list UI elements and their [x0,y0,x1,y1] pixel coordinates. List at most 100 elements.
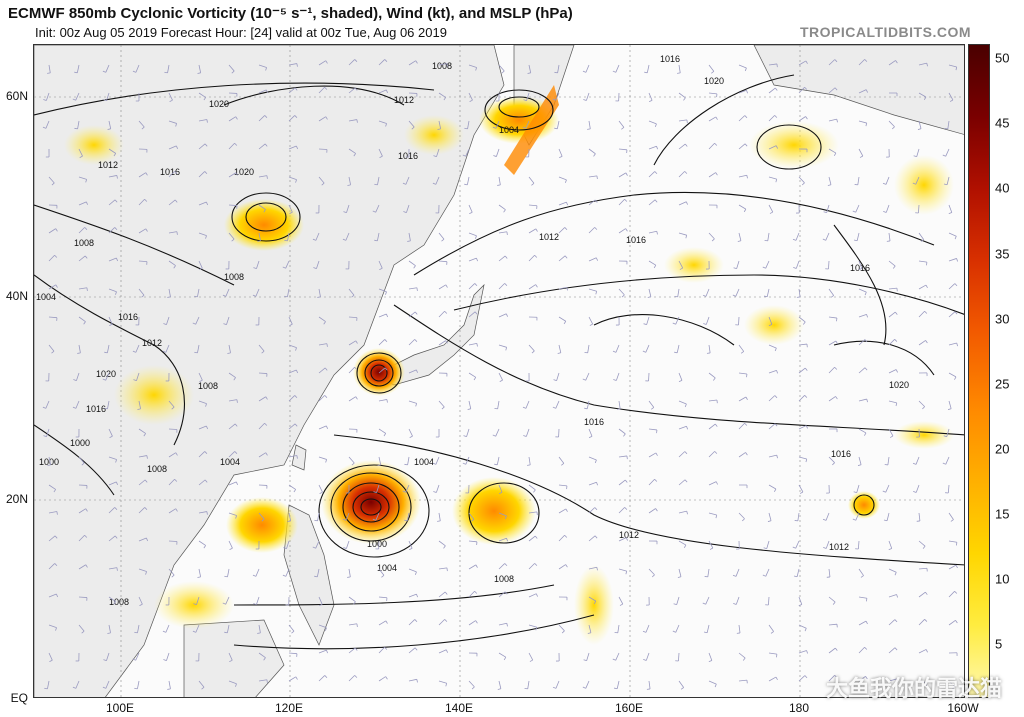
wind-barb [738,372,747,375]
wind-barb [48,316,58,319]
wind-barb-flag [192,630,197,633]
wind-barb [318,675,326,682]
wind-barb [468,512,475,520]
wind-barb-flag [444,591,448,595]
wind-barb-flag [744,422,748,426]
wind-barb-flag [347,184,351,186]
wind-barb [556,372,560,381]
wind-barb-flag [343,211,347,213]
wind-barb [738,204,747,210]
wind-barb-flag [206,511,208,515]
wind-barb-flag [162,350,167,353]
wind-barb [828,59,836,66]
taiwan [291,444,307,471]
wind-barb [48,254,55,262]
wind-barb-flag [612,350,617,353]
wind-barb [198,119,207,122]
wind-barb [435,456,440,465]
wind-barb-flag [679,267,683,270]
wind-barb-flag [595,291,598,295]
wind-barb [858,89,867,94]
wind-barb [76,64,80,73]
wind-barb-flag [864,59,868,62]
wind-barb-flag [464,127,468,130]
wind-barb-flag [584,351,588,354]
wind-barb [316,568,320,577]
wind-barb [888,260,896,267]
wind-barb [405,176,410,185]
wind-barb [555,400,560,409]
wind-barb-flag [293,489,297,493]
wind-barb [588,148,596,155]
wind-barb [136,372,140,381]
wind-barb [768,676,777,682]
isobar-label: 1016 [626,235,646,245]
wind-barb-flag [889,435,894,438]
wind-barb-flag [836,119,838,123]
isobar-label: 1016 [660,54,680,64]
wind-barb [708,372,716,379]
wind-barb-flag [265,452,268,456]
wind-barb-flag [674,351,678,354]
wind-barb [228,481,237,486]
wind-barb-flag [534,254,538,258]
wind-barb [78,255,86,262]
wind-barb-flag [231,238,235,242]
wind-barb-flag [522,406,527,409]
wind-barb [285,260,290,269]
wind-barb [78,148,83,157]
wind-barb [948,232,957,237]
wind-barb-flag [522,126,526,129]
wind-barb [648,428,657,431]
wind-barb-flag [642,350,646,353]
wind-barb [858,428,867,434]
wind-barb [678,64,681,73]
wind-barb [137,624,140,633]
wind-barb-flag [407,240,411,242]
wind-barb-flag [506,623,508,627]
wind-barb-flag [433,155,437,157]
wind-barb [258,232,261,241]
wind-barb-flag [894,647,898,651]
wind-barb-flag [84,227,88,230]
isobar-label: 1000 [367,539,387,549]
wind-barb [617,624,620,633]
wind-barb [618,568,627,572]
wind-barb [348,623,357,626]
wind-barb-flag [284,239,288,242]
wind-barb-flag [351,294,355,298]
wind-barb-flag [523,99,527,101]
wind-barb [467,120,470,129]
wind-barb-flag [294,395,298,399]
wind-barb-flag [773,488,777,492]
wind-barb [946,428,950,437]
wind-barb [378,428,386,434]
wind-barb [885,204,890,213]
wind-barb-flag [504,255,508,259]
vorticity-colorbar [968,44,990,698]
wind-barb-flag [141,294,145,298]
wind-barb-flag [47,72,51,74]
wind-barb-flag [385,676,388,680]
wind-barb-flag [201,686,205,690]
wind-barb [768,176,777,180]
wind-barb-flag [222,294,227,297]
wind-barb [618,479,626,486]
wind-barb [378,596,388,599]
wind-barb [586,652,590,661]
wind-barb [678,680,685,688]
wind-barb-flag [295,676,298,680]
wind-barb-flag [744,115,748,119]
wind-barb-flag [677,72,681,74]
lat-label: 60N [5,89,28,103]
wind-barb-flag [561,630,565,634]
wind-barb-flag [54,254,58,258]
wind-barb [256,260,260,269]
wind-barb [888,60,896,66]
wind-barb [918,400,925,407]
wind-barb-flag [314,519,318,522]
wind-barb [858,596,867,599]
isobar-label: 1000 [70,438,90,448]
wind-barb [78,176,87,180]
wind-barb [466,176,470,185]
